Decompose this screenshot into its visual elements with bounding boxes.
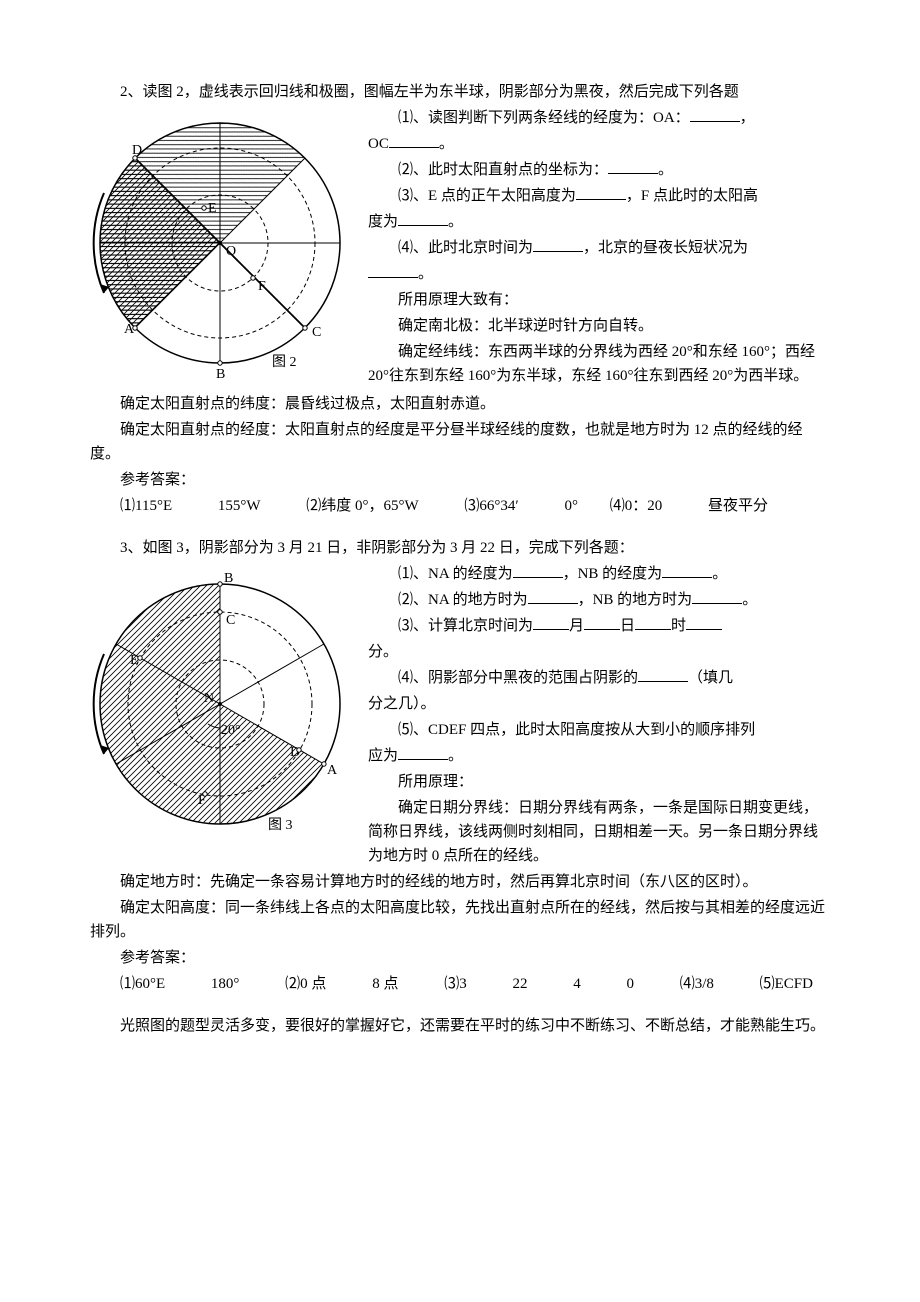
q2-a4a: ⑷0：20 <box>610 498 663 514</box>
q2-blank-4b <box>368 262 418 278</box>
q2-principle-3: 确定太阳直射点的纬度：晨昏线过极点，太阳直射赤道。 <box>90 392 830 416</box>
fig2-label-c: C <box>312 325 321 340</box>
q2-p3a-text: ⑶、E 点的正午太阳高度为 <box>398 188 576 204</box>
q3-a3d: 0 <box>626 976 634 992</box>
figure-3: 20° B A C D E F N <box>90 564 360 849</box>
fig3-label-b: B <box>224 571 233 586</box>
q3-p1b-text: ，NB 的经度为 <box>563 566 663 582</box>
q2-p1a-text: ⑴、读图判断下列两条经线的经度为：OA： <box>398 110 690 126</box>
q3-a1a: ⑴60°E <box>120 976 165 992</box>
q2-p3b-text: ，F 点此时的太阳高 <box>626 188 758 204</box>
q3-p1a-text: ⑴、NA 的经度为 <box>398 566 513 582</box>
fig3-label-e: E <box>130 653 139 668</box>
q2-blank-3b <box>398 210 448 226</box>
q2-p3c-text: 度为 <box>368 214 398 230</box>
figure-2: D C A B E F O 图 2 <box>90 108 360 388</box>
q3-principle-3: 确定太阳高度：同一条纬线上各点的太阳高度比较，先找出直射点所在的经线，然后按与其… <box>90 896 830 944</box>
fig3-angle-label: 20° <box>221 723 241 738</box>
q3-ans-title: 参考答案： <box>90 946 830 970</box>
q2-p4b-text: ，北京的昼夜长短状况为 <box>583 240 748 256</box>
q3-a1b: 180° <box>211 976 240 992</box>
q3-blank-1a <box>513 562 563 578</box>
fig3-label-a: A <box>327 763 338 778</box>
q2-a3b: 0° <box>564 498 578 514</box>
fig2-label-o: O <box>226 244 236 259</box>
q2-a1a: ⑴115°E <box>120 498 172 514</box>
q3-blank-3d <box>686 614 722 630</box>
q2-principle-4: 确定太阳直射点的经度：太阳直射点的经度是平分昼半球经线的度数，也就是地方时为 1… <box>90 418 830 466</box>
q3-blank-4 <box>638 666 688 682</box>
q3-p4b-text: （填几 <box>688 670 733 686</box>
q3-a2a: ⑵0 点 <box>285 976 326 992</box>
q3-blank-3c <box>635 614 671 630</box>
q3-a5: ⑸ECFD <box>760 976 813 992</box>
fig2-caption: 图 2 <box>272 355 297 370</box>
q3-principle-2: 确定地方时：先确定一条容易计算地方时的经线的地方时，然后再算北京时间（东八区的区… <box>90 870 830 894</box>
q3-p3b-text: 月 <box>569 618 584 634</box>
question-3: 3、如图 3，阴影部分为 3 月 21 日，非阴影部分为 3 月 22 日，完成… <box>90 536 830 996</box>
q3-a3c: 4 <box>573 976 581 992</box>
q2-blank-4a <box>533 236 583 252</box>
q3-p5b-text: 应为 <box>368 748 398 764</box>
q3-blank-1b <box>662 562 712 578</box>
q3-p2b-text: ，NB 的地方时为 <box>578 592 693 608</box>
q3-float-block: 20° B A C D E F N <box>90 562 830 896</box>
q2-blank-oa <box>690 106 740 122</box>
q2-a2: ⑵纬度 0°，65°W <box>306 498 418 514</box>
q2-intro: 2、读图 2，虚线表示回归线和极圈，图幅左半为东半球，阴影部分为黑夜，然后完成下… <box>90 80 830 104</box>
q2-ans-title: 参考答案： <box>90 468 830 492</box>
q2-a1b: 155°W <box>218 498 261 514</box>
q3-blank-2a <box>528 588 578 604</box>
q3-p3c-text: 日 <box>620 618 635 634</box>
q3-p3d-text: 时 <box>671 618 686 634</box>
closing-paragraph: 光照图的题型灵活多变，要很好的掌握好它，还需要在平时的练习中不断练习、不断总结，… <box>90 1014 830 1038</box>
fig3-caption: 图 3 <box>268 818 293 833</box>
q2-p2-text: ⑵、此时太阳直射点的坐标为： <box>398 162 608 178</box>
q2-a3a: ⑶66°34′ <box>464 498 518 514</box>
q2-blank-3a <box>576 184 626 200</box>
fig3-label-c: C <box>226 613 235 628</box>
fig2-label-b: B <box>216 367 225 382</box>
figure-3-svg: 20° B A C D E F N <box>90 564 360 849</box>
question-2: 2、读图 2，虚线表示回归线和极圈，图幅左半为东半球，阴影部分为黑夜，然后完成下… <box>90 80 830 518</box>
fig3-label-n: N <box>204 691 214 706</box>
page: 2、读图 2，虚线表示回归线和极圈，图幅左半为东半球，阴影部分为黑夜，然后完成下… <box>0 0 920 1302</box>
q3-a2b: 8 点 <box>372 976 398 992</box>
q3-a3a: ⑶3 <box>444 976 467 992</box>
q2-p1b-text: OC <box>368 136 389 152</box>
q2-blank-2 <box>608 158 658 174</box>
q2-float-block: D C A B E F O 图 2 <box>90 106 830 392</box>
q3-p4a-text: ⑷、阴影部分中黑夜的范围占阴影的 <box>398 670 638 686</box>
q3-p3a-text: ⑶、计算北京时间为 <box>398 618 533 634</box>
q3-blank-3a <box>533 614 569 630</box>
q2-blank-oc <box>389 132 439 148</box>
q3-blank-5 <box>398 744 448 760</box>
figure-2-svg: D C A B E F O 图 2 <box>90 108 360 388</box>
q2-a4b: 昼夜平分 <box>708 498 768 514</box>
fig2-label-f: F <box>258 279 266 294</box>
q3-blank-2b <box>692 588 742 604</box>
q3-intro: 3、如图 3，阴影部分为 3 月 21 日，非阴影部分为 3 月 22 日，完成… <box>90 536 830 560</box>
q2-p4a-text: ⑷、此时北京时间为 <box>398 240 533 256</box>
q3-a3b: 22 <box>512 976 527 992</box>
q3-p2a-text: ⑵、NA 的地方时为 <box>398 592 528 608</box>
q3-a4: ⑷3/8 <box>680 976 714 992</box>
q3-blank-3b <box>584 614 620 630</box>
q2-ans-row: ⑴115°E 155°W ⑵纬度 0°，65°W ⑶66°34′ 0° ⑷0：2… <box>90 494 830 518</box>
q3-ans-row: ⑴60°E 180° ⑵0 点 8 点 ⑶3 22 4 0 ⑷3/8 ⑸ECFD <box>90 972 830 996</box>
fig2-label-e: E <box>208 201 217 216</box>
